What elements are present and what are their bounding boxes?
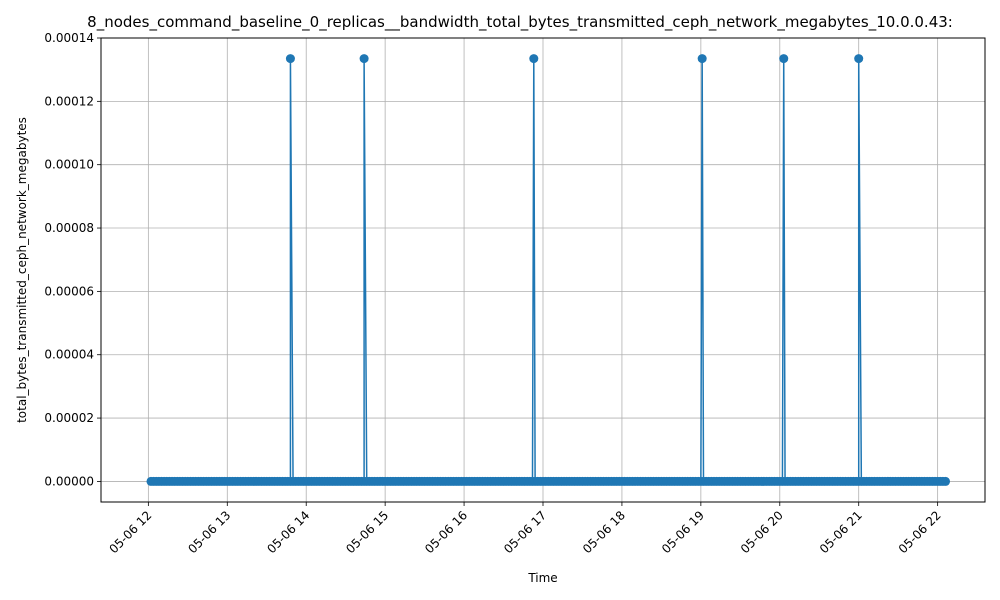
spike-point: [779, 54, 789, 64]
spike-point: [359, 54, 369, 64]
series-layer: [146, 54, 951, 486]
y-tick-label: 0.00002: [44, 411, 94, 425]
data-point: [941, 476, 951, 486]
y-tick-label: 0.00006: [44, 284, 94, 298]
y-axis-label: total_bytes_transmitted_ceph_network_meg…: [15, 117, 29, 423]
chart-title: 8_nodes_command_baseline_0_replicas__ban…: [87, 13, 953, 32]
y-tick-label: 0.00000: [44, 474, 94, 488]
spike-point: [854, 54, 864, 64]
spike-point: [529, 54, 539, 64]
spike-point: [285, 54, 295, 64]
y-tick-label: 0.00010: [44, 158, 94, 172]
spike-point: [697, 54, 707, 64]
y-tick-label: 0.00014: [44, 31, 94, 45]
y-tick-label: 0.00008: [44, 221, 94, 235]
x-axis-label: Time: [527, 571, 557, 585]
y-axis: 0.00000 0.00002 0.00004 0.00006 0.00008 0.000…: [44, 31, 101, 488]
y-tick-label: 0.00004: [44, 348, 94, 362]
y-tick-label: 0.00012: [44, 94, 94, 108]
